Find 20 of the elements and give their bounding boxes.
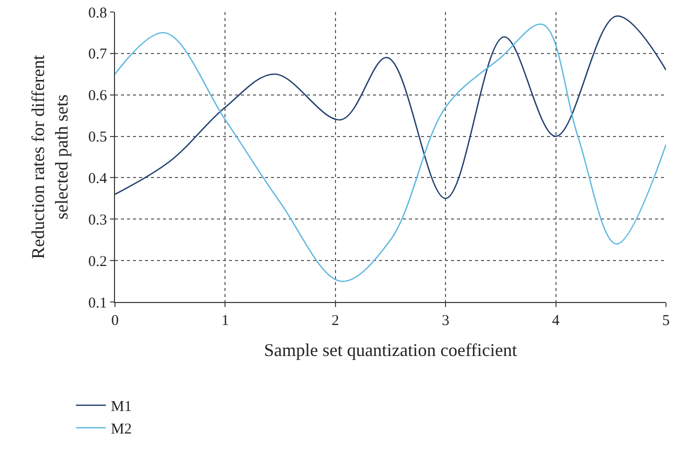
y-tick-label: 0.1 [88, 295, 107, 312]
y-tick-label: 0.6 [88, 88, 108, 104]
y-tick-label: 0.2 [88, 254, 107, 270]
x-tick-label: 4 [552, 313, 560, 329]
y-tick-label: 0.5 [88, 130, 107, 146]
line-series [115, 15, 666, 200]
y-axis-title: Reduction rates for different selected path sets [28, 54, 72, 260]
x-tick-label: 3 [442, 313, 450, 329]
y-tick-label: 0.8 [88, 5, 107, 22]
x-axis-title: Sample set quantization coefficient [264, 340, 518, 360]
line-series [115, 24, 666, 282]
x-tick-label: 1 [221, 313, 229, 329]
legend-label: M1 [110, 399, 132, 416]
y-tick-label: 0.3 [88, 212, 107, 228]
y-tick-label: 0.7 [88, 46, 108, 63]
x-tick-label: 2 [332, 313, 340, 329]
x-tick-label: 0 [111, 313, 119, 329]
legend-label: M2 [110, 422, 132, 438]
x-tick-label: 5 [662, 313, 670, 329]
y-tick-label: 0.4 [88, 170, 108, 187]
